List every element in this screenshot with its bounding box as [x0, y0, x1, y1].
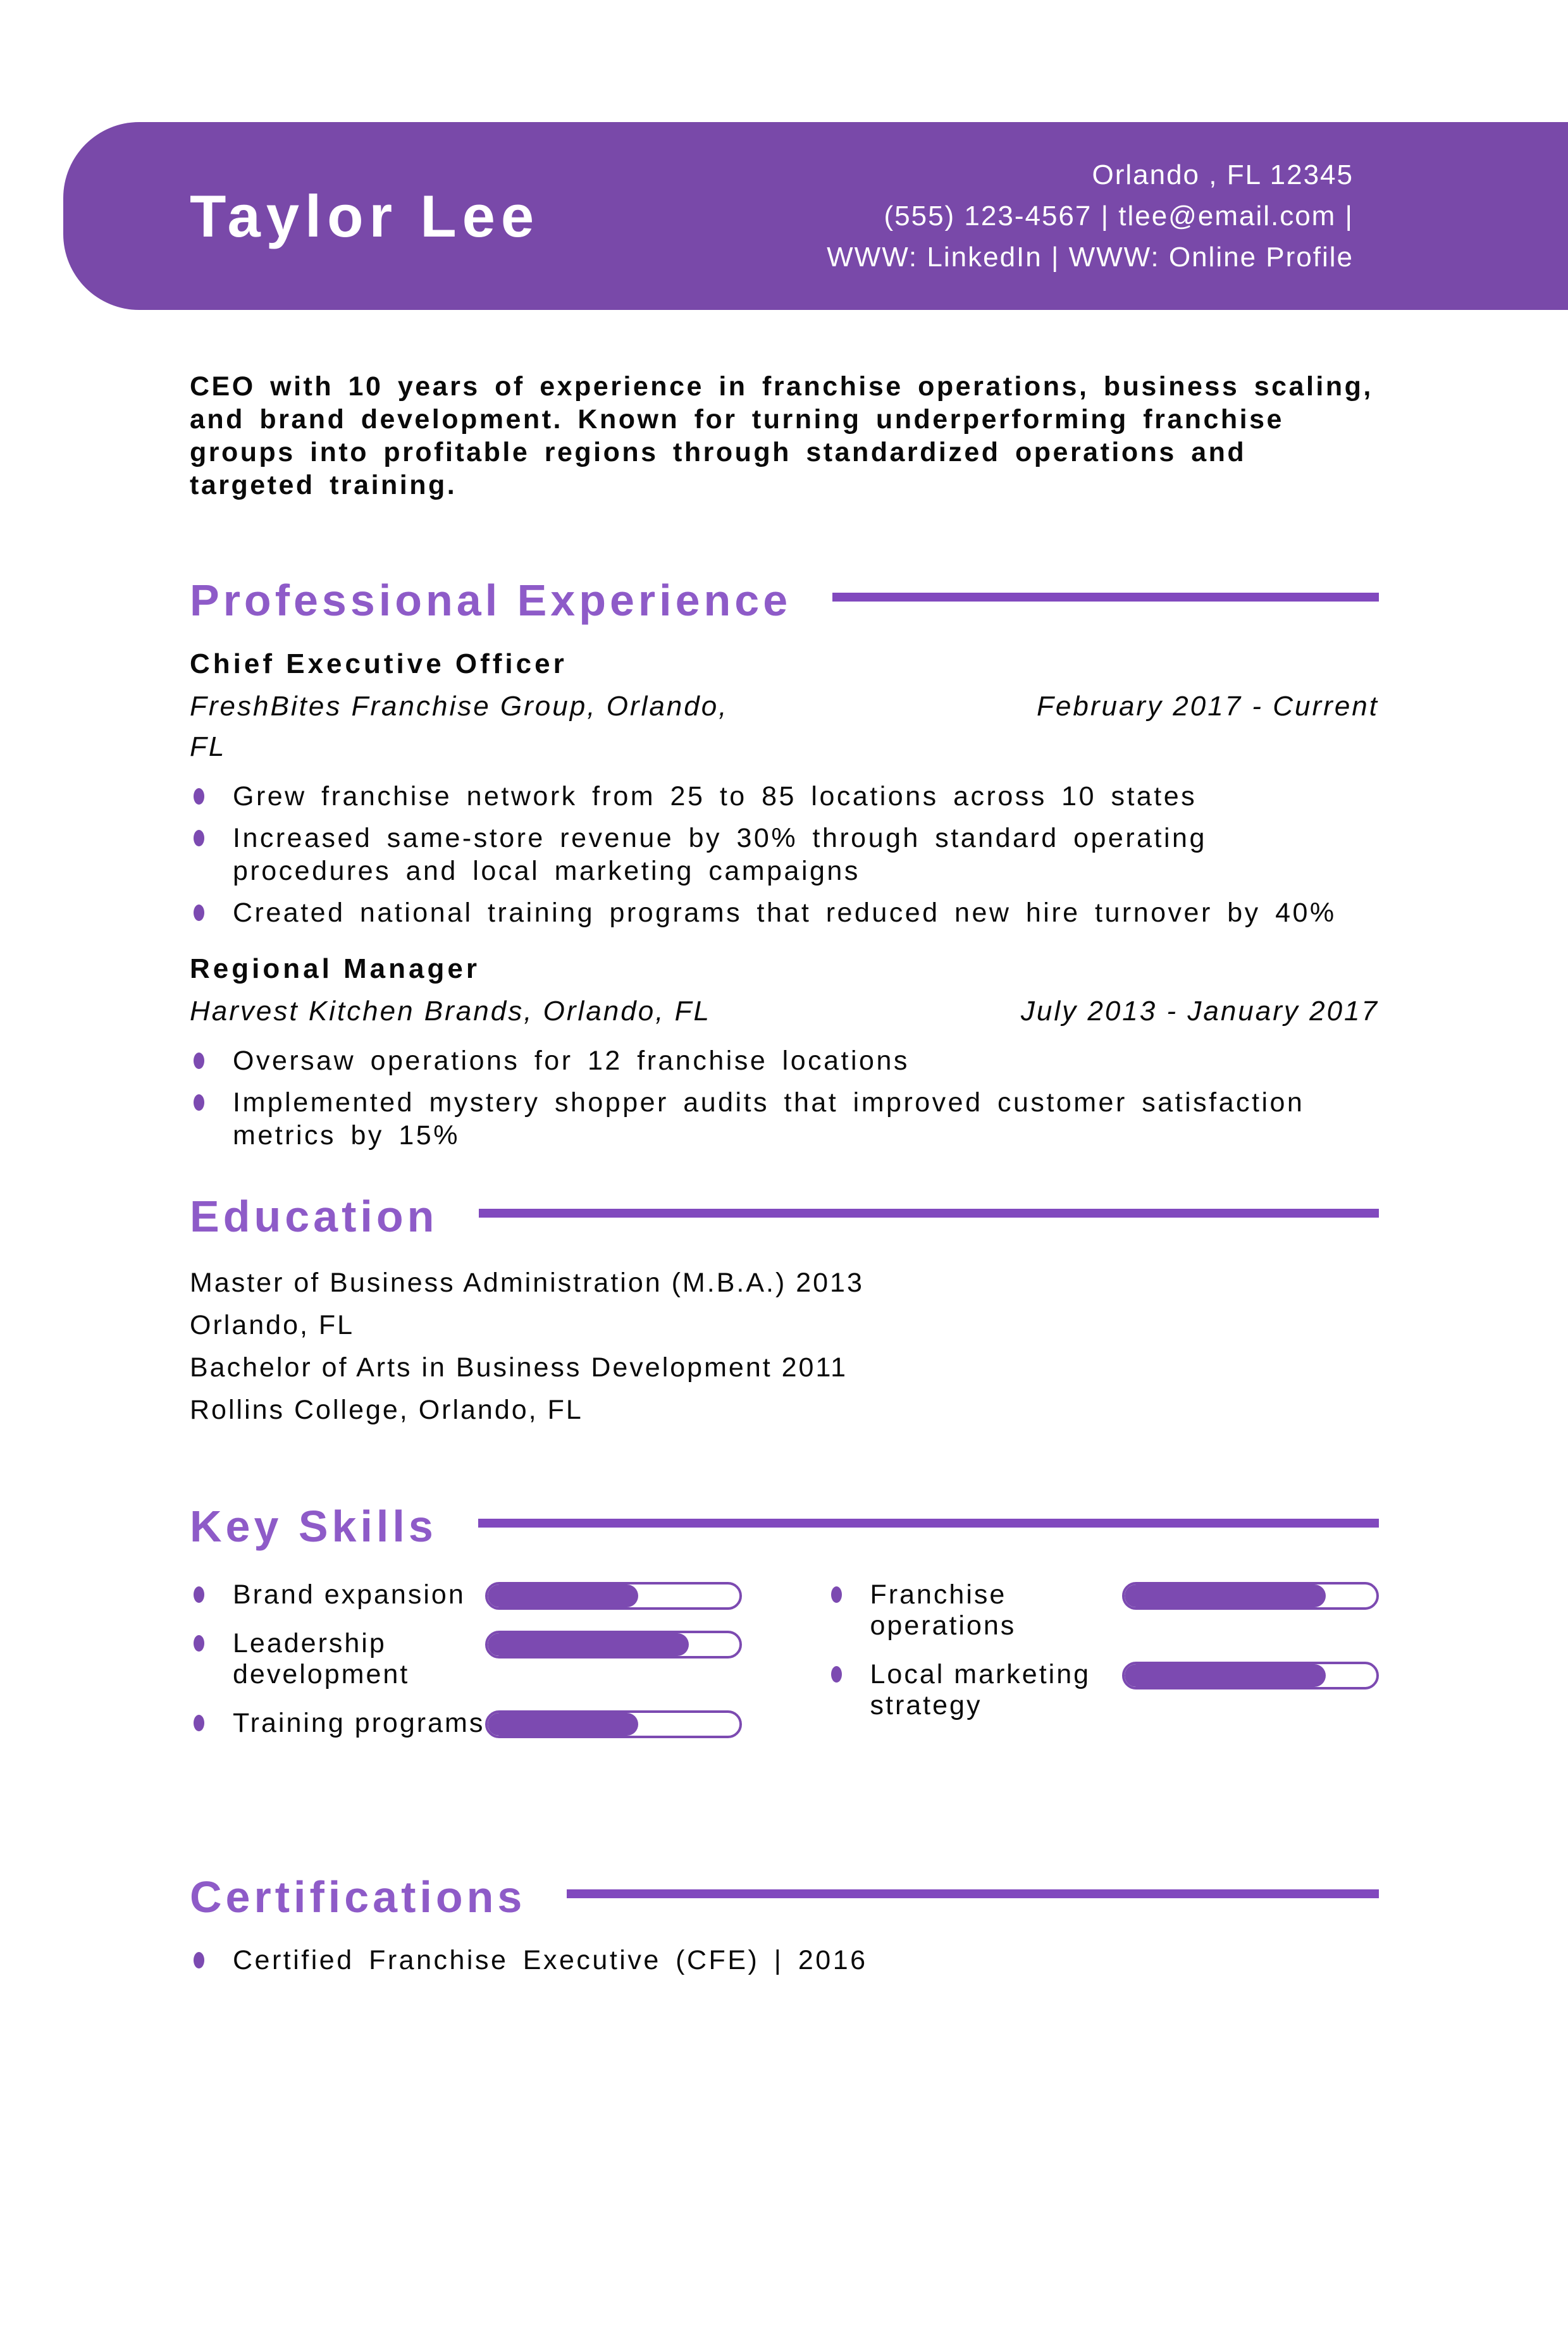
job-bullet: Created national training programs that … — [190, 896, 1379, 929]
job-title: Chief Executive Officer — [190, 648, 567, 679]
contact-location: Orlando , FL 12345 — [1092, 159, 1354, 190]
job-bullet-list: Grew franchise network from 25 to 85 loc… — [190, 780, 1379, 929]
certification-item: Certified Franchise Executive (CFE) | 20… — [190, 1944, 1379, 1977]
job-bullet: Oversaw operations for 12 franchise loca… — [190, 1044, 1379, 1077]
skill-label: Local marketing strategy — [827, 1659, 1123, 1721]
resume-body: CEO with 10 years of experience in franc… — [190, 370, 1379, 1977]
contact-phone-email: (555) 123-4567 | tlee@email.com | — [884, 201, 1354, 232]
resume-page: { "theme": { "header_bg": "#7949A9", "he… — [0, 122, 1568, 2341]
skill-progress-bar — [485, 1631, 742, 1658]
contact-links: WWW: LinkedIn | WWW: Online Profile — [827, 242, 1354, 273]
job-bullet: Implemented mystery shopper audits that … — [190, 1086, 1379, 1152]
skill-label: Leadership development — [190, 1628, 485, 1690]
person-name: Taylor Lee — [190, 182, 540, 249]
skill-row: Local marketing strategy — [827, 1659, 1379, 1721]
skill-progress-fill — [487, 1713, 639, 1736]
professional-summary: CEO with 10 years of experience in franc… — [190, 371, 1373, 500]
skill-progress-fill — [487, 1633, 689, 1656]
job-entry: Regional Manager Harvest Kitchen Brands,… — [190, 952, 1379, 1152]
skills-column-right: Franchise operations Local marketing str… — [827, 1579, 1379, 1802]
job-meta-row: Harvest Kitchen Brands, Orlando, FL July… — [190, 991, 1379, 1032]
heading-rule — [567, 1889, 1379, 1898]
skills-grid: Brand expansion Leadership development T… — [190, 1579, 1379, 1802]
education-school: Rollins College, Orlando, FL — [190, 1395, 583, 1425]
job-meta-row: FreshBites Franchise Group, Orlando, FL … — [190, 686, 1379, 767]
education-title: Education — [190, 1192, 438, 1241]
skill-label: Franchise operations — [827, 1579, 1123, 1641]
certification-list: Certified Franchise Executive (CFE) | 20… — [190, 1944, 1379, 1977]
skill-progress-fill — [487, 1584, 639, 1607]
company-line: Harvest Kitchen Brands, Orlando, FL — [190, 996, 711, 1027]
company-line: Orlando, FL — [190, 691, 729, 762]
skill-progress-bar — [485, 1710, 742, 1738]
heading-rule — [479, 1209, 1379, 1218]
job-title: Regional Manager — [190, 953, 480, 984]
skills-column-left: Brand expansion Leadership development T… — [190, 1579, 742, 1802]
heading-rule — [478, 1519, 1379, 1528]
section-heading-education: Education — [190, 1192, 1379, 1240]
skill-progress-bar — [1122, 1582, 1379, 1610]
education-school: Orlando, FL — [190, 1310, 355, 1340]
experience-title: Professional Experience — [190, 576, 792, 625]
job-bullet-list: Oversaw operations for 12 franchise loca… — [190, 1044, 1379, 1152]
job-dates: February 2017 - Current — [1037, 691, 1379, 722]
job-dates: July 2013 - January 2017 — [1020, 996, 1379, 1027]
education-degree: Master of Business Administration (M.B.A… — [190, 1268, 864, 1298]
contact-block: Orlando , FL 12345 (555) 123-4567 | tlee… — [827, 154, 1354, 278]
skill-row: Brand expansion — [190, 1579, 742, 1610]
skills-title: Key Skills — [190, 1502, 437, 1551]
certifications-title: Certifications — [190, 1872, 526, 1922]
company-line: FreshBites Franchise Group, — [190, 691, 597, 722]
section-heading-skills: Key Skills — [190, 1502, 1379, 1550]
section-heading-experience: Professional Experience — [190, 576, 1379, 624]
education-degree: Bachelor of Arts in Business Development… — [190, 1352, 848, 1383]
skill-label: Training programs — [190, 1708, 485, 1739]
job-company: FreshBites Franchise Group, Orlando, FL — [190, 686, 759, 767]
skill-row: Training programs — [190, 1708, 742, 1739]
section-heading-certifications: Certifications — [190, 1873, 1379, 1921]
skill-progress-fill — [1125, 1664, 1326, 1687]
skill-progress-bar — [1122, 1662, 1379, 1689]
header-band: Taylor Lee Orlando , FL 12345 (555) 123-… — [63, 122, 1568, 310]
skill-row: Leadership development — [190, 1628, 742, 1690]
skill-progress-fill — [1125, 1584, 1326, 1607]
job-bullet: Increased same-store revenue by 30% thro… — [190, 822, 1379, 887]
skill-row: Franchise operations — [827, 1579, 1379, 1641]
skill-label: Brand expansion — [190, 1579, 485, 1610]
skill-progress-bar — [485, 1582, 742, 1610]
job-entry: Chief Executive Officer FreshBites Franc… — [190, 647, 1379, 929]
job-company: Harvest Kitchen Brands, Orlando, FL — [190, 991, 711, 1032]
heading-rule — [832, 593, 1379, 602]
education-list: Master of Business Administration (M.B.A… — [190, 1262, 1379, 1431]
job-bullet: Grew franchise network from 25 to 85 loc… — [190, 780, 1379, 813]
